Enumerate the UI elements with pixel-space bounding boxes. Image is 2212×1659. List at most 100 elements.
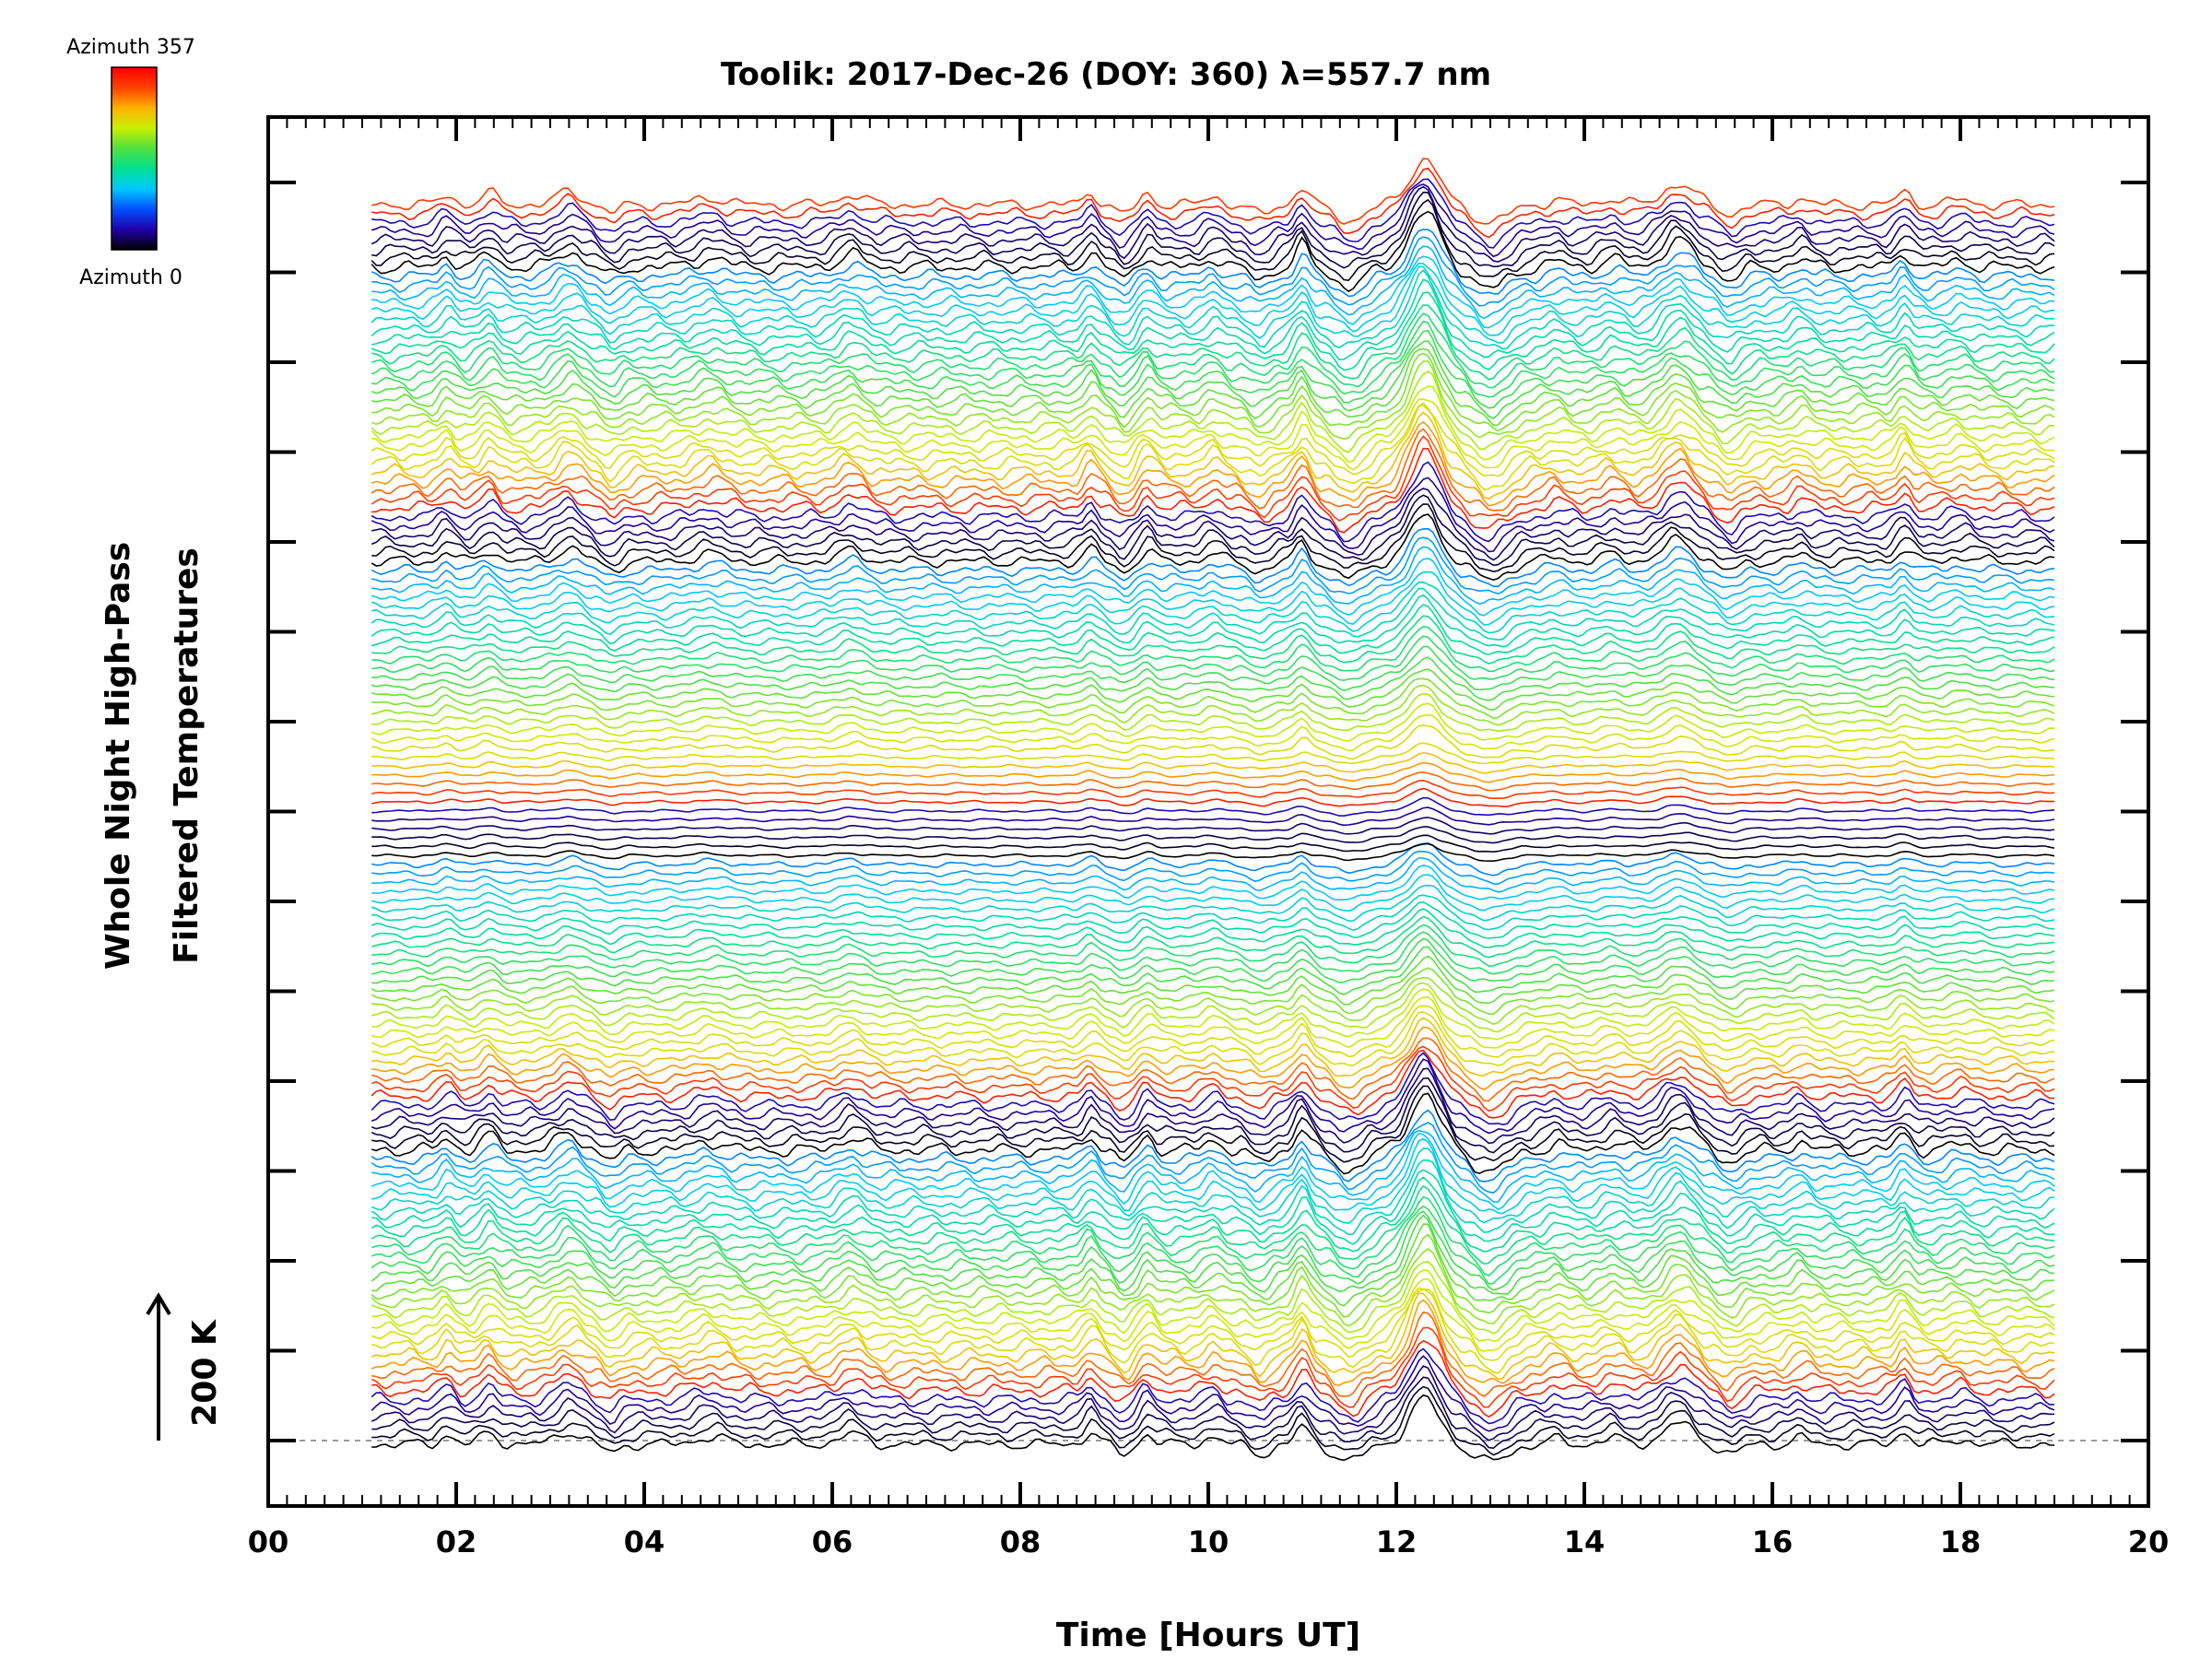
colorbar-top-label: Azimuth 357: [66, 36, 195, 59]
series-line: [371, 900, 2055, 939]
series-line: [371, 656, 2055, 701]
series-line: [371, 1376, 2055, 1450]
series-line: [371, 1311, 2055, 1397]
series-line: [371, 1052, 2055, 1126]
series-line: [371, 668, 2055, 712]
y-axis-label-line2: Filtered Temperatures: [168, 547, 206, 964]
series-line: [371, 1037, 2055, 1102]
series-line: [371, 210, 2055, 293]
series-line: [371, 1214, 2055, 1295]
x-tick-label: 02: [436, 1524, 477, 1559]
series-line: [371, 1005, 2055, 1058]
series-line: [371, 967, 2055, 1016]
series-line: [371, 976, 2055, 1025]
series-line: [371, 447, 2055, 534]
series-line: [371, 988, 2055, 1041]
series-line: [371, 874, 2055, 912]
series-line: [371, 635, 2055, 682]
series-line: [371, 1195, 2055, 1277]
series-line: [371, 594, 2055, 648]
series-line: [371, 1132, 2055, 1211]
x-tick-label: 16: [1752, 1524, 1794, 1559]
series-line: [371, 405, 2055, 477]
series-line: [371, 167, 2055, 239]
series-line: [371, 1233, 2055, 1318]
series-line: [371, 692, 2055, 733]
series-line: [371, 1292, 2055, 1381]
x-tick-label: 08: [1000, 1524, 1041, 1559]
series-line: [371, 360, 2055, 441]
series-line: [371, 677, 2055, 720]
series-line: [371, 1223, 2055, 1307]
series-line: [371, 982, 2055, 1033]
series-line: [371, 684, 2055, 726]
x-tick-label: 18: [1940, 1524, 1982, 1559]
series-line: [371, 558, 2055, 617]
series-line: [371, 996, 2055, 1049]
series-line: [371, 625, 2055, 673]
series-line: [371, 312, 2055, 389]
series-line: [371, 1394, 2055, 1462]
series-line: [371, 1326, 2055, 1408]
x-tick-label: 10: [1188, 1524, 1230, 1559]
series-line: [371, 477, 2055, 553]
series-line: [371, 842, 2055, 862]
series-line: [371, 1184, 2055, 1265]
series-line: [371, 796, 2055, 818]
series-line: [371, 841, 2055, 877]
series-line: [371, 787, 2054, 807]
series-line: [371, 1049, 2055, 1119]
series-line: [371, 1159, 2055, 1236]
series-line: [371, 461, 2055, 543]
x-tick-label: 00: [248, 1524, 289, 1559]
series-line: [371, 1299, 2055, 1386]
series-line: [371, 615, 2055, 665]
x-tick-label: 06: [812, 1524, 853, 1559]
series-line: [371, 265, 2055, 344]
series-line: [371, 1011, 2055, 1067]
x-tick-label: 14: [1564, 1524, 1606, 1559]
series-line: [371, 1067, 2055, 1145]
series-line: [371, 1026, 2055, 1091]
series-line: [371, 1077, 2055, 1154]
colorbar: [111, 66, 158, 251]
series-line: [371, 761, 2055, 783]
series-line: [371, 884, 2055, 923]
series-line: [371, 1017, 2055, 1077]
series-line: [371, 1129, 2055, 1203]
plot-frame: [266, 115, 2150, 1508]
series-line: [371, 713, 2055, 752]
series-line: [371, 937, 2055, 983]
series-line: [371, 1092, 2055, 1175]
series-line: [371, 236, 2055, 307]
series-line: [371, 291, 2055, 371]
series-line: [371, 340, 2055, 419]
series-line: [371, 581, 2055, 634]
series-line: [371, 865, 2055, 901]
series-line: [371, 1365, 2055, 1441]
series-line: [371, 771, 2055, 792]
series-line: [371, 1347, 2055, 1425]
series-line: [371, 513, 2055, 582]
series-line: [371, 329, 2055, 409]
series-line: [371, 503, 2055, 573]
series-line: [371, 411, 2055, 500]
series-line: [371, 546, 2055, 606]
series-line: [371, 857, 2055, 893]
series-line: [371, 931, 2055, 975]
chart-title: Toolik: 2017-Dec-26 (DOY: 360) λ=557.7 n…: [721, 56, 1491, 93]
series-line: [371, 1045, 2055, 1112]
x-axis-label: Time [Hours UT]: [1056, 1617, 1360, 1654]
series-line: [371, 915, 2055, 959]
series-line: [371, 304, 2055, 381]
series-line: [371, 587, 2055, 641]
colorbar-bottom-label: Azimuth 0: [79, 266, 182, 289]
series-line: [371, 826, 2055, 844]
series-line: [371, 1147, 2055, 1224]
series-line: [371, 779, 2055, 799]
series-line: [371, 255, 2055, 329]
series-line: [371, 603, 2055, 656]
x-tick-labels: 00 02 04 06 08 10 12 14 16 18 20: [248, 1524, 2170, 1559]
series-line: [371, 158, 2055, 225]
